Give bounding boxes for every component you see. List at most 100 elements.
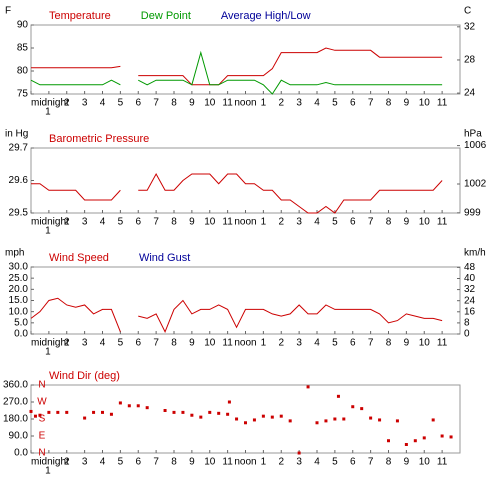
x-tick-label: 7 (153, 338, 159, 349)
x-tick-label: 5 (118, 338, 124, 349)
x-tick-label: 2 (278, 98, 284, 109)
x-tick-label: 2 (64, 338, 70, 349)
x-tick-label: 8 (386, 217, 392, 228)
scatter-point (279, 414, 283, 418)
scatter-point (109, 412, 113, 416)
scatter-point (208, 410, 212, 414)
x-tick-label: 5 (332, 457, 338, 468)
y-tick-label: 25.0 (9, 273, 29, 284)
y2-axis-unit: C (464, 6, 471, 17)
x-tick-label: 2 (64, 217, 70, 228)
scatter-point (333, 417, 337, 421)
x-tick-label: 7 (368, 217, 374, 228)
x-tick-label: noon (234, 98, 256, 109)
plot-frame (30, 147, 461, 214)
x-tick-label: 2 (64, 457, 70, 468)
y-tick-label: 90 (17, 20, 29, 31)
compass-label: E (39, 431, 46, 442)
y-axis-unit: mph (5, 248, 24, 259)
y2-tick-label: 28 (464, 55, 476, 66)
x-tick-label: 1 (45, 107, 51, 118)
scatter-point (431, 418, 435, 422)
scatter-point (378, 418, 382, 422)
y-tick-label: 29.6 (9, 175, 29, 186)
scatter-point (422, 436, 426, 440)
x-tick-label: 6 (350, 457, 356, 468)
x-tick-label: 8 (171, 457, 177, 468)
scatter-point (360, 407, 364, 411)
x-tick-label: noon (234, 457, 256, 468)
scatter-point (217, 411, 221, 415)
y2-tick-label: 0 (464, 329, 470, 340)
x-tick-label: 2 (278, 338, 284, 349)
scatter-point (315, 421, 319, 425)
x-tick-label: 7 (368, 98, 374, 109)
x-tick-label: 3 (296, 217, 302, 228)
legend-entry: Barometric Pressure (49, 133, 149, 145)
scatter-point (38, 413, 42, 417)
y2-tick-label: 999 (464, 207, 481, 218)
series-line (30, 297, 121, 332)
x-tick-label: 2 (64, 98, 70, 109)
y2-tick-label: 32 (464, 284, 476, 295)
x-tick-label: 5 (118, 217, 124, 228)
x-tick-label: 11 (222, 98, 233, 109)
x-tick-label: 6 (135, 98, 141, 109)
x-tick-label: 11 (222, 338, 233, 349)
x-tick-label: 10 (419, 217, 431, 228)
scatter-point (404, 443, 408, 446)
x-tick-label: 10 (419, 338, 431, 349)
series-line (31, 65, 121, 69)
y2-axis-unit: hPa (464, 129, 482, 140)
y2-tick-label: 16 (464, 306, 476, 317)
compass-label: N (38, 448, 45, 459)
y-tick-label: 20.0 (9, 284, 29, 295)
scatter-point (92, 410, 96, 414)
x-tick-label: 3 (82, 98, 88, 109)
scatter-point (227, 400, 231, 404)
y2-tick-label: 1002 (464, 179, 487, 190)
scatter-point (306, 385, 310, 389)
y-tick-label: 10.0 (9, 306, 29, 317)
x-tick-label: 10 (419, 98, 431, 109)
scatter-point (288, 419, 292, 423)
x-tick-label: 4 (100, 457, 106, 468)
scatter-point (190, 413, 194, 417)
x-tick-label: 5 (332, 98, 338, 109)
x-tick-label: 11 (222, 457, 233, 468)
x-tick-label: 9 (404, 217, 410, 228)
scatter-point (199, 415, 203, 419)
plot-frame (30, 384, 461, 454)
scatter-point (172, 410, 176, 414)
scatter-point (29, 409, 33, 413)
scatter-point (56, 410, 60, 414)
x-tick-label: 1 (261, 98, 267, 109)
y-tick-label: 75 (17, 89, 29, 100)
x-tick-label: 9 (189, 338, 195, 349)
scatter-point (235, 417, 239, 421)
x-tick-label: 2 (278, 457, 284, 468)
y2-tick-label: 40 (464, 273, 476, 284)
x-tick-label: 3 (296, 338, 302, 349)
compass-label: W (37, 397, 47, 408)
x-tick-label: 5 (332, 217, 338, 228)
x-tick-label: 8 (171, 338, 177, 349)
y2-axis-unit: km/h (464, 248, 486, 259)
x-tick-label: midnight (31, 98, 69, 109)
x-tick-label: 2 (278, 217, 284, 228)
x-tick-label: 11 (222, 217, 233, 228)
x-tick-label: 11 (437, 338, 448, 349)
x-tick-label: 8 (386, 98, 392, 109)
scatter-point (118, 401, 122, 405)
y-tick-label: 180.0 (3, 414, 28, 425)
scatter-point (351, 405, 355, 409)
x-tick-label: 1 (261, 338, 267, 349)
y-tick-label: 15.0 (9, 295, 29, 306)
x-tick-label: 6 (135, 338, 141, 349)
y-tick-label: 0.0 (14, 329, 28, 340)
x-tick-label: 9 (189, 217, 195, 228)
series-line (138, 50, 443, 95)
x-tick-label: 6 (350, 338, 356, 349)
y2-tick-label: 32 (464, 21, 476, 32)
